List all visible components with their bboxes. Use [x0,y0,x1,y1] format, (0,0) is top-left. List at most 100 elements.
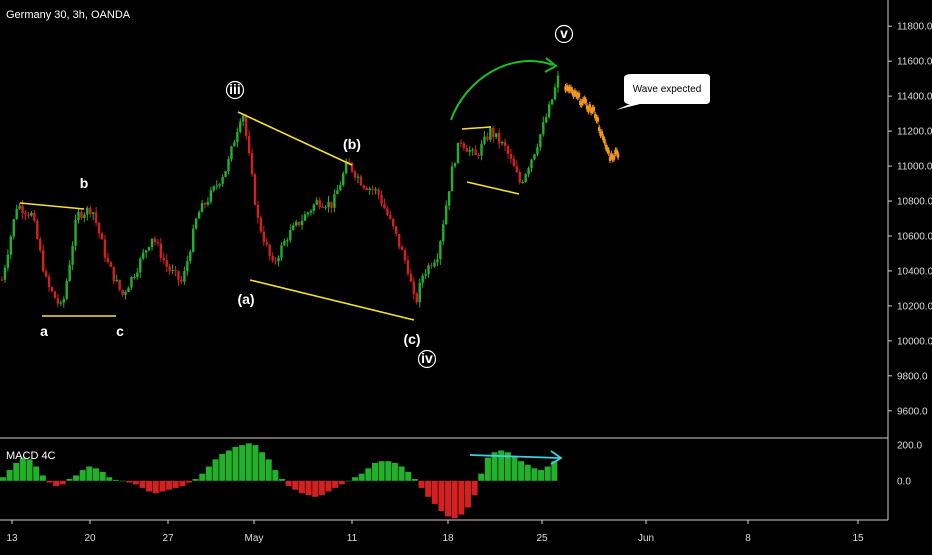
candle-body [506,146,510,154]
candle-body [100,233,104,240]
macd-bar [345,480,352,482]
macd-bar [219,454,226,481]
macd-bar [425,480,432,497]
candle-body [303,214,307,221]
macd-bar [112,479,119,481]
candle-body [436,259,439,263]
candle-body [74,220,77,246]
candle-body [259,217,263,232]
candle-body [292,225,295,231]
candle-body [477,155,480,157]
candle-body [253,174,257,205]
candle-body [274,260,277,262]
candle-body [209,190,213,202]
expected-bar-body [575,92,578,97]
expected-bar-body [616,153,620,158]
candle-body [27,214,30,216]
expected-bar-body [615,149,618,154]
expected-bar-body [598,126,601,132]
macd-bar [272,470,279,481]
indicator-tick-label: 200.0 [897,441,922,452]
price-tick-label: 10200.0 [897,301,932,312]
candle-body [495,133,498,138]
macd-bar [471,480,478,496]
candle-body [147,247,151,251]
wave-label: v [560,25,568,41]
macd-bar [504,452,511,481]
expected-bar-body [608,156,612,161]
candle-body [500,142,504,144]
candle-body [497,133,501,144]
wave-label: c [116,323,124,339]
expected-bar-body [584,98,587,104]
expected-bar-body [610,153,613,158]
macd-bar [186,480,192,483]
candle-body [515,166,519,173]
candle-body [9,236,13,255]
macd-bar [451,480,458,519]
macd-bar [365,468,372,481]
candle-body [400,246,404,250]
wave-label: iii [229,81,241,97]
candle-body [353,171,357,178]
expected-bar-body [572,92,575,97]
candle-body [133,276,136,278]
candle-body [159,243,163,258]
macd-bar [458,480,465,515]
candle-body [350,162,354,172]
candle-body [121,289,124,295]
time-tick-label: 11 [347,533,358,544]
candle-body [459,142,463,144]
candle-body [309,210,313,213]
macd-bar [59,480,66,485]
candle-body [412,281,416,294]
macd-bar [139,480,146,488]
expected-bar-body [611,156,614,161]
candle-body [224,171,227,177]
candle-body [65,280,68,299]
candle-body [374,189,377,191]
candle-body [89,207,92,215]
candle-body [318,200,321,207]
candle-body [180,279,183,282]
candle-body [0,279,4,281]
time-tick-label: 18 [442,533,454,544]
candle-body [192,228,195,252]
callout-bubble [616,74,710,110]
candle-body [197,212,201,219]
macd-bar [318,480,325,496]
candle-body [347,161,351,163]
macd-bar [86,466,93,481]
candle-body [421,275,424,283]
candle-body [218,183,221,186]
candle-body [297,221,301,226]
macd-bar [212,459,219,481]
expected-bar-body [602,136,605,141]
expected-bar-body [606,147,609,152]
candle-body [289,230,292,241]
macd-bar [418,480,425,488]
callout-text: Wave expected [633,84,702,95]
candle-body [300,220,304,226]
macd-bar [179,480,186,487]
candle-body [447,191,451,206]
candle-body [62,298,65,303]
candle-body [359,176,363,186]
green-arrow-head [544,57,558,73]
yellow-trendline [466,181,520,195]
candle-body [112,266,115,282]
macd-bar [405,471,412,481]
macd-bar [411,479,418,481]
candle-body [433,262,436,267]
candle-body [456,142,460,164]
candle-body [247,135,251,154]
macd-bar [325,480,332,492]
time-tick-label: May [245,533,264,544]
macd-bar [205,466,212,481]
candle-body [277,257,280,262]
expected-bar-body [603,139,606,144]
candle-body [71,245,74,265]
expected-bar-body [591,107,594,112]
candle-body [383,203,386,209]
candle-body [442,224,445,242]
